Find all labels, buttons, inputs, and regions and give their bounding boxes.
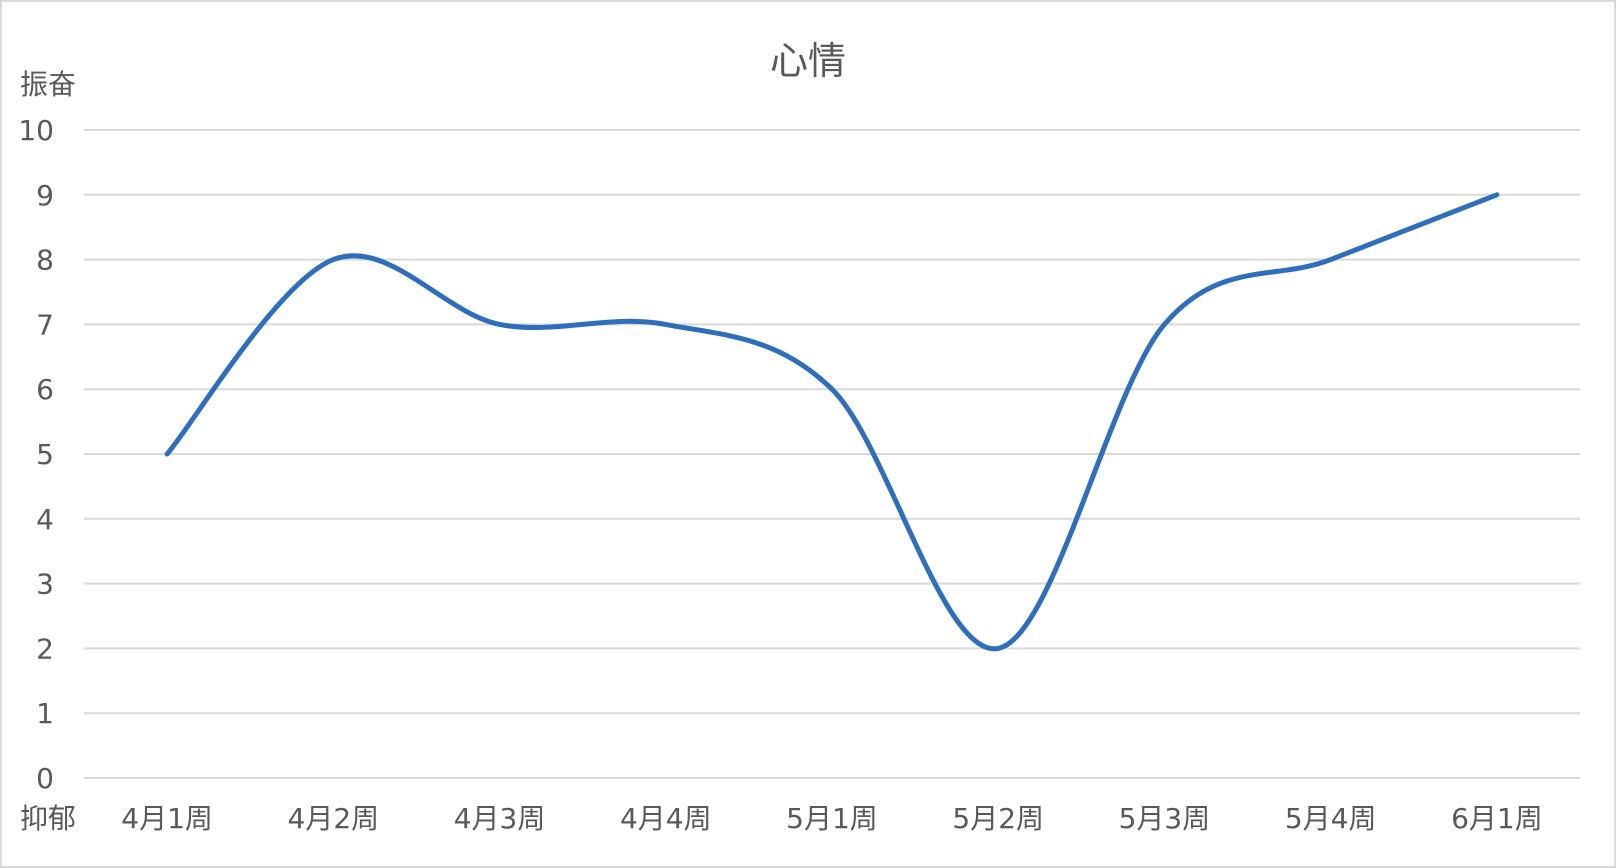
- y-tick-label: 1: [36, 697, 54, 730]
- x-tick-label: 4月3周: [454, 802, 546, 835]
- y-tick-label: 8: [36, 244, 54, 277]
- gridlines: [84, 129, 1580, 779]
- x-axis-ticks: 4月1周 4月2周 4月3周 4月4周 5月1周 5月2周 5月3周 5月4周 6月1周: [121, 802, 1542, 835]
- y-axis-ticks: 0 1 2 3 4 5 6 7 8 9 10: [18, 114, 54, 795]
- y-axis-top-label: 振奋: [20, 68, 76, 101]
- y-tick-label: 5: [36, 438, 54, 471]
- y-tick-label: 2: [36, 632, 54, 665]
- x-tick-label: 6月1周: [1451, 802, 1543, 835]
- x-tick-label: 5月4周: [1285, 802, 1377, 835]
- x-tick-label: 5月3周: [1119, 802, 1211, 835]
- y-tick-label: 4: [36, 503, 54, 536]
- x-tick-label: 4月2周: [288, 802, 380, 835]
- series-layer: [164, 192, 1500, 651]
- chart-title: 心情: [770, 39, 846, 83]
- x-tick-label: 5月1周: [786, 802, 878, 835]
- y-tick-label: 3: [36, 568, 54, 601]
- y-tick-label: 0: [36, 762, 54, 795]
- x-tick-label: 4月4周: [620, 802, 712, 835]
- y-tick-label: 6: [36, 373, 54, 406]
- x-tick-label: 5月2周: [952, 802, 1044, 835]
- y-tick-label: 7: [36, 308, 54, 341]
- y-tick-label: 9: [36, 179, 54, 212]
- y-tick-label: 10: [18, 114, 54, 147]
- series-line-0: [164, 192, 1500, 651]
- y-axis-bottom-label: 抑郁: [20, 802, 76, 835]
- x-tick-label: 4月1周: [121, 802, 213, 835]
